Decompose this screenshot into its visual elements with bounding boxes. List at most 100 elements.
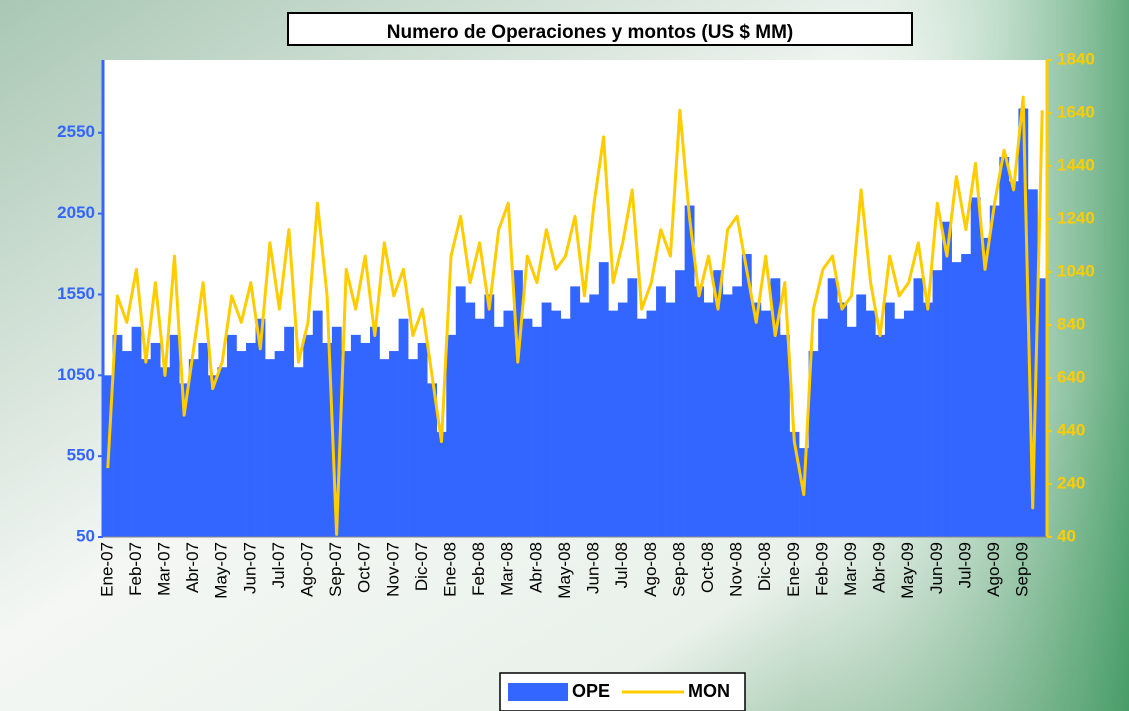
x-tick-label: Abr-09 (870, 542, 889, 593)
x-tick-label: Ene-09 (784, 542, 803, 597)
bar (427, 383, 438, 537)
bar (1018, 108, 1029, 537)
bar (732, 286, 743, 537)
bar (656, 286, 666, 537)
x-tick-label: Sep-08 (669, 542, 688, 597)
x-tick-label: Sep-09 (1013, 542, 1032, 597)
bar (179, 383, 190, 537)
bar (627, 278, 638, 537)
bar (894, 318, 905, 537)
bar (474, 318, 485, 537)
bar (808, 351, 819, 537)
bar (341, 351, 352, 537)
bar (255, 318, 266, 537)
x-tick-label: Sep-07 (326, 542, 345, 597)
y2-tick-label: 640 (1057, 367, 1085, 386)
y-tick-label: 50 (76, 526, 95, 545)
bar (350, 334, 361, 537)
bar (961, 254, 972, 537)
x-tick-label: Feb-07 (126, 542, 145, 596)
x-tick-label: Oct-08 (698, 542, 717, 593)
y-tick-label: 1550 (57, 284, 95, 303)
y2-tick-label: 1240 (1057, 208, 1095, 227)
y-tick-label: 2550 (57, 122, 95, 141)
y2-tick-label: 40 (1057, 526, 1076, 545)
bar (513, 270, 523, 537)
bar (932, 270, 943, 537)
bar (493, 326, 504, 537)
bar (846, 326, 857, 537)
bar (532, 326, 542, 537)
title-box (287, 12, 913, 46)
x-tick-label: Jul-07 (269, 542, 288, 588)
x-tick-label: Mar-07 (154, 542, 173, 596)
x-tick-label: Jun-08 (584, 542, 603, 594)
bar (751, 302, 762, 537)
x-tick-label: Ene-08 (441, 542, 460, 597)
x-tick-label: Nov-07 (383, 542, 402, 597)
bar (989, 205, 1000, 537)
bar (303, 334, 314, 537)
bar (408, 359, 418, 537)
y2-tick-label: 840 (1057, 314, 1085, 333)
bar (875, 334, 886, 537)
y2-tick-label: 1640 (1057, 102, 1095, 121)
x-tick-label: Dic-08 (755, 542, 774, 591)
bar (217, 367, 228, 537)
bar (360, 342, 371, 537)
bar (112, 334, 123, 537)
bar (999, 157, 1010, 537)
bar (226, 334, 237, 537)
bar (598, 262, 609, 537)
x-tick-label: Jul-09 (955, 542, 974, 588)
bar (503, 310, 514, 537)
x-tick-label: Jun-09 (927, 542, 946, 594)
bar (436, 431, 447, 537)
bar (741, 254, 752, 537)
bar (446, 334, 457, 537)
x-tick-label: Dic-07 (412, 542, 431, 591)
y2-tick-label: 440 (1057, 420, 1085, 439)
bar (198, 342, 209, 537)
bar (398, 318, 409, 537)
x-tick-label: Feb-08 (469, 542, 488, 596)
x-tick-label: May-07 (212, 542, 231, 599)
bar (379, 359, 390, 537)
bar (522, 318, 533, 537)
x-tick-label: Jul-08 (612, 542, 631, 588)
bar (780, 334, 790, 537)
x-tick-label: Mar-09 (841, 542, 860, 596)
bar (818, 318, 828, 537)
bar (551, 310, 561, 537)
bar (1037, 278, 1048, 537)
x-tick-label: Nov-08 (727, 542, 746, 597)
bar (970, 197, 981, 537)
bar (1008, 181, 1019, 537)
x-tick-label: Abr-08 (526, 542, 545, 593)
bar (389, 351, 399, 537)
x-tick-label: Ago-07 (297, 542, 316, 597)
x-tick-label: Mar-08 (498, 542, 517, 596)
bar (131, 326, 142, 537)
bar (608, 310, 619, 537)
bar (980, 237, 991, 537)
bar (417, 342, 428, 537)
y-tick-label: 2050 (57, 203, 95, 222)
y2-tick-label: 240 (1057, 473, 1085, 492)
bar (150, 342, 161, 537)
bar (331, 326, 342, 537)
y-tick-label: 1050 (57, 365, 95, 384)
bar (160, 367, 171, 537)
bar (884, 302, 895, 537)
bar (560, 318, 571, 537)
bar (579, 302, 590, 537)
x-tick-label: Ago-09 (984, 542, 1003, 597)
bar (1027, 189, 1038, 537)
bar (122, 351, 132, 537)
x-tick-label: Oct-07 (355, 542, 374, 593)
bar (837, 302, 848, 537)
bar (284, 326, 295, 537)
bar (369, 326, 380, 537)
bar (675, 270, 685, 537)
